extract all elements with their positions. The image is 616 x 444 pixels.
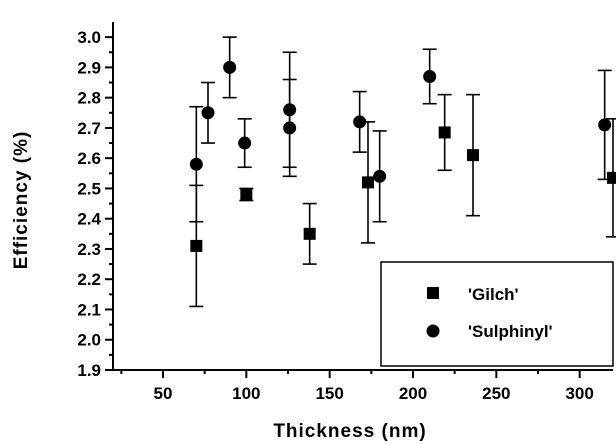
x-axis-title: Thickness (nm)	[273, 421, 426, 442]
sulphinyl-point	[373, 169, 387, 183]
legend-label-gilch: 'Gilch'	[468, 285, 519, 304]
sulphinyl-point	[283, 103, 297, 117]
sulphinyl-point	[598, 118, 612, 132]
legend: 'Gilch' 'Sulphinyl'	[380, 261, 614, 367]
y-axis-title: Efficiency (%)	[11, 131, 32, 270]
x-tick-label: 50	[154, 384, 173, 403]
x-tick-label: 200	[399, 384, 427, 403]
gilch-point	[607, 171, 616, 184]
x-tick-label: 250	[482, 384, 510, 403]
sulphinyl-point	[353, 115, 367, 129]
y-tick-label: 2.4	[77, 210, 101, 229]
y-tick-label: 2.0	[77, 331, 101, 350]
sulphinyl-point	[223, 60, 237, 74]
y-tick-label: 3.0	[77, 28, 101, 47]
y-tick-label: 2.5	[77, 179, 101, 198]
gilch-point	[362, 176, 374, 189]
y-tick-label: 1.9	[77, 361, 101, 380]
sulphinyl-point	[201, 106, 215, 120]
sulphinyl-point	[238, 136, 252, 150]
gilch-point	[467, 149, 479, 162]
gilch-point	[190, 239, 203, 252]
sulphinyl-point	[423, 69, 437, 83]
legend-square-marker	[427, 287, 439, 299]
y-tick-label: 2.8	[77, 89, 101, 108]
y-tick-label: 2.2	[77, 270, 101, 289]
gilch-point	[240, 188, 253, 201]
x-tick-label: 100	[232, 384, 260, 403]
sulphinyl-point	[189, 157, 203, 171]
y-tick-label: 2.9	[77, 58, 101, 77]
data-points	[189, 60, 616, 252]
y-tick-label: 2.6	[77, 149, 101, 168]
gilch-point	[303, 227, 316, 240]
axes: 1.9 2.0 2.1 2.2 2.3 2.4 2.5 2.6 2.7 2.8 2.9 3.0 50 10…	[77, 22, 613, 403]
x-tick-label: 300	[565, 384, 593, 403]
legend-label-sulphinyl: 'Sulphinyl'	[468, 322, 553, 341]
y-tick-label: 2.7	[77, 119, 101, 138]
y-tick-label: 2.1	[77, 300, 101, 319]
gilch-point	[438, 126, 451, 139]
legend-box	[380, 261, 614, 367]
x-tick-label: 150	[315, 384, 343, 403]
sulphinyl-point	[283, 121, 297, 135]
legend-circle-marker	[426, 324, 440, 338]
y-tick-label: 2.3	[77, 240, 101, 259]
